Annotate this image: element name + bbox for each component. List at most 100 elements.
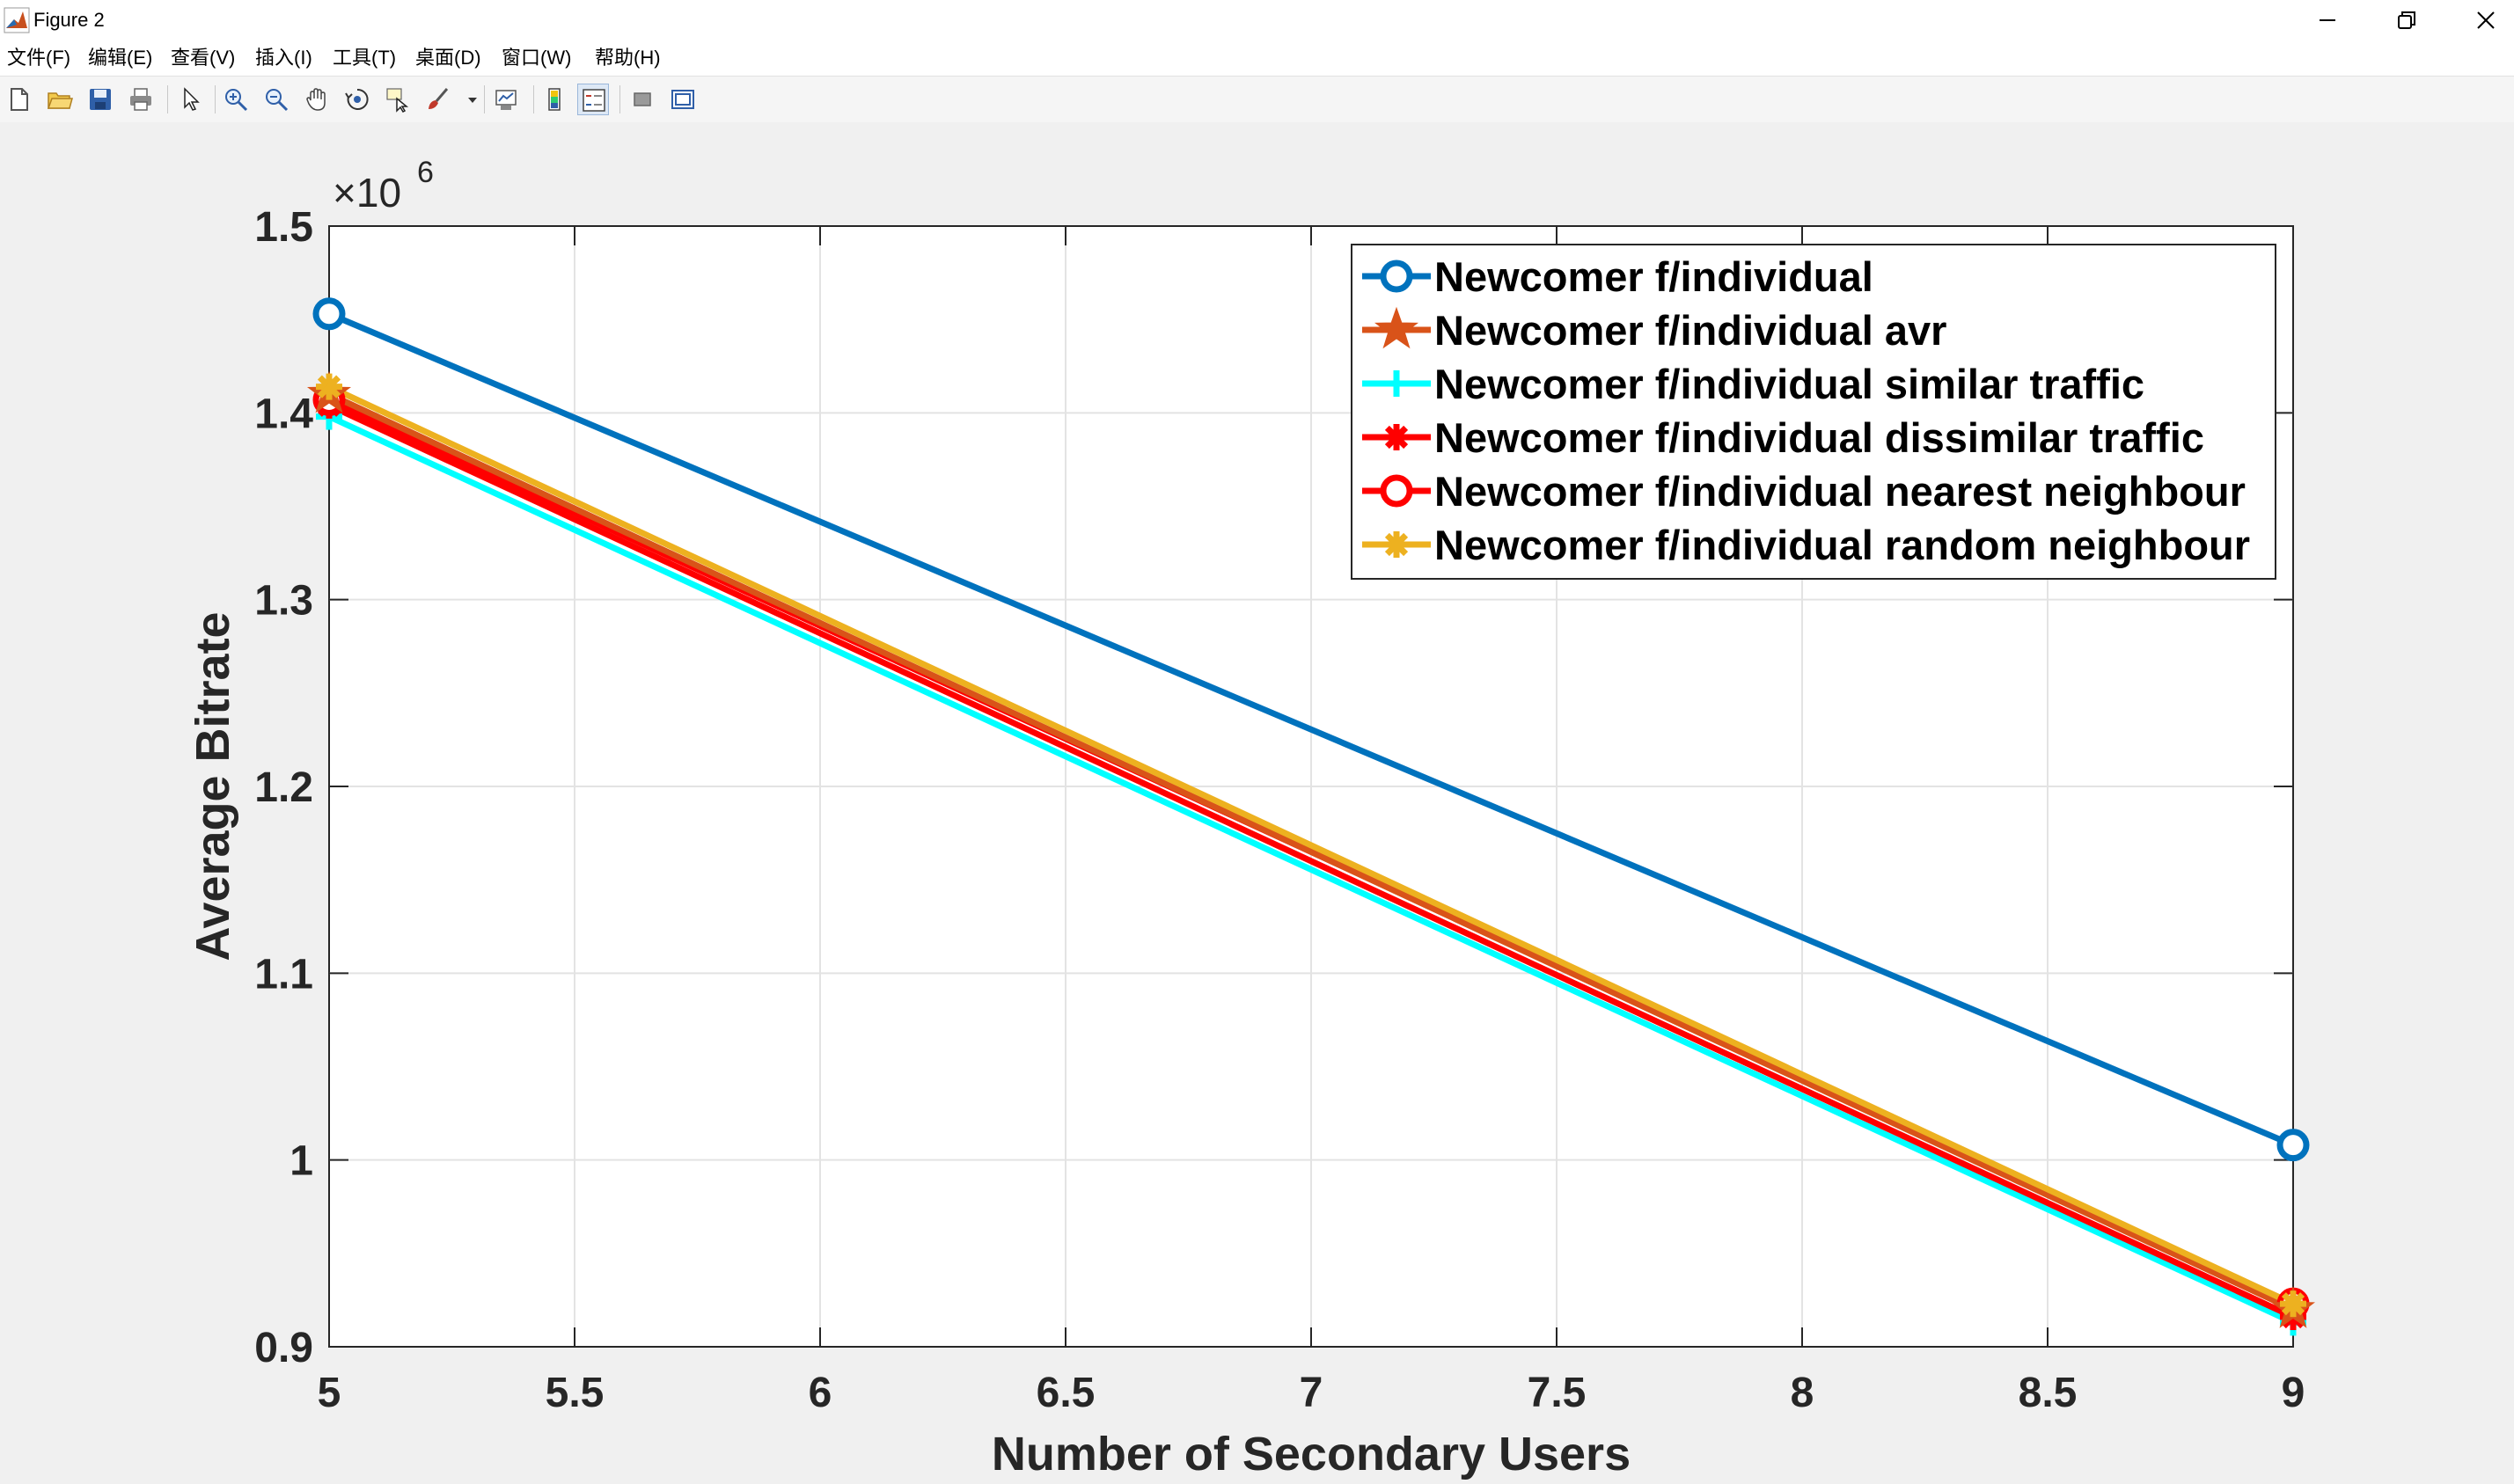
zoom-in-icon — [225, 89, 248, 112]
figure-canvas: 5 5.5 6 6.5 7 7.5 8 8.5 9 0.9 1 1.1 1.2 1.3 1.4 1.5 ×1… — [0, 122, 2514, 1484]
restore-button[interactable] — [2367, 0, 2446, 40]
menu-file[interactable]: 文件(F) — [7, 47, 71, 69]
data-point — [316, 373, 342, 400]
restore-icon — [2398, 11, 2415, 29]
toolbar-separator — [533, 85, 534, 113]
x-tick-label: 5.5 — [546, 1370, 605, 1416]
menu-help[interactable]: 帮助(H) — [595, 47, 661, 69]
y-tick-label: 0.9 — [254, 1325, 313, 1371]
open-file-icon — [47, 92, 73, 109]
data-point — [312, 297, 346, 331]
toolbar-separator — [215, 85, 216, 113]
x-tick-label: 5 — [318, 1370, 341, 1416]
series-line — [327, 311, 2295, 1148]
brush-dropdown-arrow-icon[interactable] — [468, 98, 477, 103]
title-bar: Figure 2 — [0, 0, 2514, 40]
data-point — [2280, 1290, 2306, 1318]
pointer-button[interactable] — [174, 84, 206, 115]
window-title: Figure 2 — [33, 9, 105, 31]
y-tick-label: 1.2 — [254, 764, 313, 811]
hide-plot-tools-button[interactable] — [627, 84, 658, 115]
y-tick-label: 1 — [290, 1138, 313, 1185]
series-line — [327, 391, 2295, 1312]
toolbar-separator — [484, 85, 485, 113]
rotate-3d-icon — [345, 88, 369, 110]
colorbar-icon — [548, 88, 561, 111]
toolbar-separator — [619, 85, 620, 113]
legend-label: Newcomer f/individual random neighbour — [1434, 522, 2250, 568]
minimize-icon — [2320, 19, 2335, 21]
x-tick-label: 7 — [1300, 1370, 1323, 1416]
y-tick-label: 1.4 — [254, 391, 313, 437]
show-plot-tools-button[interactable] — [667, 84, 699, 115]
legend-label: Newcomer f/individual nearest neighbour — [1434, 468, 2246, 515]
legend-box — [1351, 244, 2276, 580]
x-axis-label: Number of Secondary Users — [992, 1428, 1631, 1480]
y-exponent-base: ×10 — [333, 170, 401, 216]
x-tick-label: 6 — [809, 1370, 832, 1416]
zoom-out-button[interactable] — [260, 84, 292, 115]
legend-marker — [1383, 424, 1410, 450]
legend-entry: Newcomer f/individual — [1362, 253, 1873, 300]
matlab-icon — [4, 7, 30, 33]
link-plot-icon — [495, 90, 517, 110]
print-icon — [130, 88, 151, 111]
save-button[interactable] — [84, 84, 116, 115]
y-tick-label: 1.1 — [254, 951, 313, 998]
data-cursor-button[interactable] — [382, 84, 414, 115]
data-cursor-icon — [386, 88, 409, 113]
series-line — [327, 413, 2295, 1326]
menu-insert[interactable]: 插入(I) — [255, 47, 312, 69]
legend-label: Newcomer f/individual avr — [1434, 307, 1946, 354]
menu-tools[interactable]: 工具(T) — [333, 47, 397, 69]
legend-icon — [583, 89, 605, 112]
new-figure-button[interactable] — [4, 84, 35, 115]
legend-entry: Newcomer f/individual nearest neighbour — [1362, 468, 2246, 515]
legend-marker — [1380, 474, 1413, 508]
legend-button[interactable] — [577, 84, 609, 115]
x-tick-label: 6.5 — [1037, 1370, 1096, 1416]
colorbar-button[interactable] — [539, 84, 570, 115]
x-tick-labels: 5 5.5 6 6.5 7 7.5 8 8.5 9 — [318, 1370, 2305, 1416]
legend[interactable]: Newcomer f/individual Newcomer f/individu… — [1351, 244, 2276, 580]
legend-entry: Newcomer f/individual dissimilar traffic — [1362, 414, 2204, 461]
menu-bar: 文件(F) 编辑(E) 查看(V) 插入(I) 工具(T) 桌面(D) 窗口(W… — [0, 40, 2514, 76]
legend-entry: Newcomer f/individual avr — [1362, 306, 1946, 354]
y-exponent-label: ×10 6 — [333, 156, 434, 216]
brush-icon — [429, 88, 449, 109]
x-tick-label: 8.5 — [2019, 1370, 2078, 1416]
new-figure-icon — [11, 88, 28, 111]
series-markers — [306, 297, 2316, 1336]
data-point — [2276, 1129, 2310, 1162]
print-button[interactable] — [125, 84, 157, 115]
open-file-button[interactable] — [44, 84, 76, 115]
legend-marker — [1374, 306, 1419, 349]
link-plot-button[interactable] — [491, 84, 523, 115]
toolbar — [0, 76, 2514, 123]
x-tick-label: 7.5 — [1528, 1370, 1587, 1416]
menu-window[interactable]: 窗口(W) — [502, 47, 572, 69]
legend-marker — [1383, 531, 1410, 558]
y-tick-labels: 0.9 1 1.1 1.2 1.3 1.4 1.5 — [254, 204, 313, 1371]
legend-marker — [1383, 370, 1410, 397]
rotate-3d-button[interactable] — [341, 84, 373, 115]
menu-edit[interactable]: 编辑(E) — [88, 47, 153, 69]
x-tick-label: 8 — [1791, 1370, 1814, 1416]
legend-label: Newcomer f/individual — [1434, 253, 1873, 300]
y-axis-label: Average Bitrate — [187, 611, 239, 961]
series-line — [327, 402, 2295, 1320]
pan-button[interactable] — [301, 84, 333, 115]
zoom-in-button[interactable] — [220, 84, 252, 115]
menu-view[interactable]: 查看(V) — [171, 47, 236, 69]
close-button[interactable] — [2446, 0, 2514, 40]
legend-label: Newcomer f/individual dissimilar traffic — [1434, 414, 2204, 461]
series-line — [327, 384, 2295, 1307]
brush-button[interactable] — [422, 84, 454, 115]
minimize-button[interactable] — [2288, 0, 2367, 40]
y-tick-label: 1.3 — [254, 578, 313, 625]
menu-desktop[interactable]: 桌面(D) — [415, 47, 481, 69]
close-icon — [2477, 11, 2495, 29]
legend-label: Newcomer f/individual similar traffic — [1434, 361, 2144, 407]
y-exponent-power: 6 — [417, 156, 434, 189]
pan-hand-icon — [306, 88, 326, 111]
